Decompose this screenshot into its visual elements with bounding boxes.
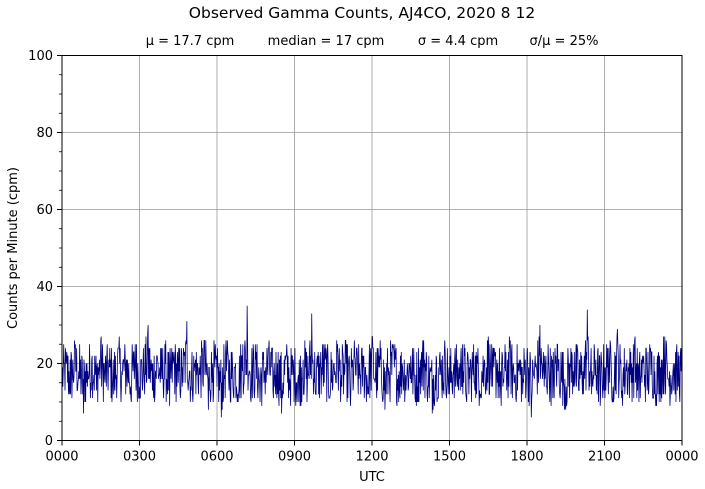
series-line-gamma-counts bbox=[61, 305, 683, 418]
x-tick-label: 0000 bbox=[45, 450, 78, 465]
stat-sigma: σ = 4.4 cpm bbox=[418, 34, 498, 49]
y-tick-label: 60 bbox=[36, 203, 53, 218]
chart-title: Observed Gamma Counts, AJ4CO, 2020 8 12 bbox=[189, 4, 535, 22]
y-tick-label: 40 bbox=[36, 280, 53, 295]
x-tick-label: 0000 bbox=[665, 450, 698, 465]
series-layer bbox=[61, 305, 683, 418]
x-tick-label: 1500 bbox=[433, 450, 466, 465]
y-tick-label: 0 bbox=[45, 434, 53, 449]
stat-mean: μ = 17.7 cpm bbox=[146, 34, 235, 49]
x-tick-label: 0900 bbox=[278, 450, 311, 465]
x-tick-label: 0600 bbox=[200, 450, 233, 465]
y-axis-label: Counts per Minute (cpm) bbox=[6, 167, 21, 329]
x-tick-label: 1200 bbox=[355, 450, 388, 465]
axis-ticks: 0000 0300 0600 0900 1200 1500 1800 2100 00000204… bbox=[28, 49, 698, 465]
y-tick-label: 20 bbox=[36, 357, 53, 372]
stat-ratio: σ/μ = 25% bbox=[530, 34, 599, 49]
stat-median: median = 17 cpm bbox=[268, 34, 385, 49]
x-tick-label: 2100 bbox=[588, 450, 621, 465]
grid-lines bbox=[62, 55, 682, 441]
y-tick-label: 100 bbox=[28, 49, 53, 64]
y-tick-label: 80 bbox=[36, 126, 53, 141]
x-tick-label: 0300 bbox=[123, 450, 156, 465]
x-axis-label: UTC bbox=[359, 470, 385, 485]
x-tick-label: 1800 bbox=[510, 450, 543, 465]
